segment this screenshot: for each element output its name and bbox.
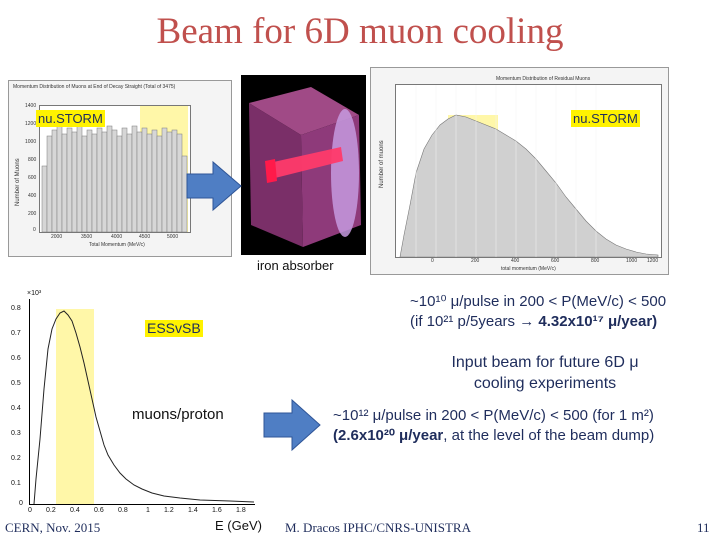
essvsb-spectrum-plot: ×10³ 0.8 0.7 0.6 0.5 0.4 0.3 0.2 0.1 0 0… bbox=[5, 285, 265, 525]
residual-muons-histogram: Momentum Distribution of Residual Muons … bbox=[370, 67, 669, 275]
flux-essvsb-line2b: , at the level of the beam dump) bbox=[443, 427, 655, 444]
ytick: 0.5 bbox=[11, 380, 21, 387]
ytick: 0.1 bbox=[11, 480, 21, 487]
ytick: 0 bbox=[33, 227, 36, 233]
xtick: 0.4 bbox=[70, 507, 80, 514]
xtick: 200 bbox=[471, 258, 480, 264]
xtick: 5000 bbox=[167, 234, 179, 240]
histogram-bars bbox=[41, 125, 188, 232]
spectrum-curve bbox=[33, 310, 255, 504]
flux-essvsb-text: ~10¹² μ/pulse in 200 < P(MeV/c) < 500 (f… bbox=[333, 406, 718, 446]
plot-area bbox=[29, 299, 255, 505]
ytick: 1400 bbox=[25, 103, 37, 109]
histogram-ylabel: Number of Muons bbox=[15, 158, 21, 206]
xtick: 1 bbox=[146, 507, 150, 514]
histogram-xlabel: total momentum (MeV/c) bbox=[501, 266, 556, 272]
flux-essvsb-line2a: (2.6x10²⁰ μ/year bbox=[333, 427, 444, 444]
xtick: 2000 bbox=[51, 234, 63, 240]
iron-absorber-label: iron absorber bbox=[257, 258, 334, 273]
input-beam-text: Input beam for future 6D μ cooling exper… bbox=[395, 352, 695, 394]
xtick: 3500 bbox=[81, 234, 93, 240]
xtick: 4000 bbox=[111, 234, 123, 240]
xtick: 600 bbox=[551, 258, 560, 264]
histogram-title: Momentum Distribution of Residual Muons bbox=[496, 76, 591, 82]
input-beam-line2: cooling experiments bbox=[473, 375, 617, 392]
ytick: 0.8 bbox=[11, 305, 21, 312]
flux-essvsb-line1: ~10¹² μ/pulse in 200 < P(MeV/c) < 500 (f… bbox=[333, 407, 654, 424]
ytick: 400 bbox=[28, 193, 37, 199]
xtick: 4500 bbox=[139, 234, 151, 240]
xtick: 1.8 bbox=[236, 507, 246, 514]
absorber-drawing bbox=[249, 87, 361, 247]
xtick: 1.2 bbox=[164, 507, 174, 514]
input-beam-line1: Input beam for future 6D μ bbox=[451, 354, 639, 371]
xtick: 800 bbox=[591, 258, 600, 264]
muons-proton-label: muons/proton bbox=[132, 406, 224, 423]
xtick: 1.6 bbox=[212, 507, 222, 514]
xtick: 0.2 bbox=[46, 507, 56, 514]
ytick: 0.4 bbox=[11, 405, 21, 412]
flux-nustorm-line2b: 4.32x10¹⁷ μ/year) bbox=[538, 313, 658, 330]
histogram-xlabel: Total Momentum (MeV/c) bbox=[89, 242, 145, 248]
nustorm-decay-histogram: Momentum Distribution of Muons at End of… bbox=[8, 80, 232, 257]
footer-center: M. Dracos IPHC/CNRS-UNISTRA bbox=[285, 520, 471, 535]
xtick: 0 bbox=[431, 258, 434, 264]
histogram-title: Momentum Distribution of Muons at End of… bbox=[13, 84, 176, 90]
right-arrow-icon bbox=[186, 160, 242, 212]
ytick: 600 bbox=[28, 175, 37, 181]
flux-nustorm-line2: (if 10²¹ p/5years → 4.32x10¹⁷ μ/year) bbox=[410, 312, 710, 332]
ytick: 0.6 bbox=[11, 355, 21, 362]
ytick: 0.2 bbox=[11, 455, 21, 462]
essvsb-label: ESSvSB bbox=[145, 320, 203, 337]
right-arrow-icon bbox=[263, 398, 321, 452]
histogram-ylabel: Number of muons bbox=[379, 140, 385, 188]
slide-title: Beam for 6D muon cooling bbox=[156, 11, 564, 52]
histogram-plot-area bbox=[39, 105, 191, 233]
ytick: 0.3 bbox=[11, 430, 21, 437]
ytick: 1000 bbox=[25, 139, 37, 145]
xtick: 1.4 bbox=[188, 507, 198, 514]
xtick: 0 bbox=[28, 507, 32, 514]
footer-left: CERN, Nov. 2015 bbox=[5, 520, 101, 535]
flux-nustorm-line1: ~10¹⁰ μ/pulse in 200 < P(MeV/c) < 500 bbox=[410, 293, 667, 310]
page-number: 11 bbox=[697, 520, 710, 535]
flux-essvsb-line2: (2.6x10²⁰ μ/year, at the level of the be… bbox=[333, 426, 718, 446]
ytick: 0 bbox=[19, 500, 23, 507]
ytick: 200 bbox=[28, 211, 37, 217]
iron-absorber-image bbox=[241, 75, 366, 255]
xtick: 0.6 bbox=[94, 507, 104, 514]
nustorm-label-left: nu.STORM bbox=[36, 110, 105, 127]
ytick: 800 bbox=[28, 157, 37, 163]
energy-axis-label: E (GeV) bbox=[215, 518, 262, 533]
xtick: 1200 bbox=[647, 258, 659, 264]
flux-nustorm-line2a: (if 10²¹ p/5years → bbox=[410, 313, 539, 330]
residual-curve bbox=[399, 85, 659, 257]
xtick: 1000 bbox=[626, 258, 638, 264]
xtick: 0.8 bbox=[118, 507, 128, 514]
xtick: 400 bbox=[511, 258, 520, 264]
flux-nustorm-text: ~10¹⁰ μ/pulse in 200 < P(MeV/c) < 500 (i… bbox=[410, 292, 710, 332]
ytick: 0.7 bbox=[11, 330, 21, 337]
ytick: 1200 bbox=[25, 121, 37, 127]
nustorm-label-right: nu.STORM bbox=[571, 110, 640, 127]
highlight-band bbox=[56, 309, 94, 504]
x1000-label: ×10³ bbox=[27, 290, 42, 297]
